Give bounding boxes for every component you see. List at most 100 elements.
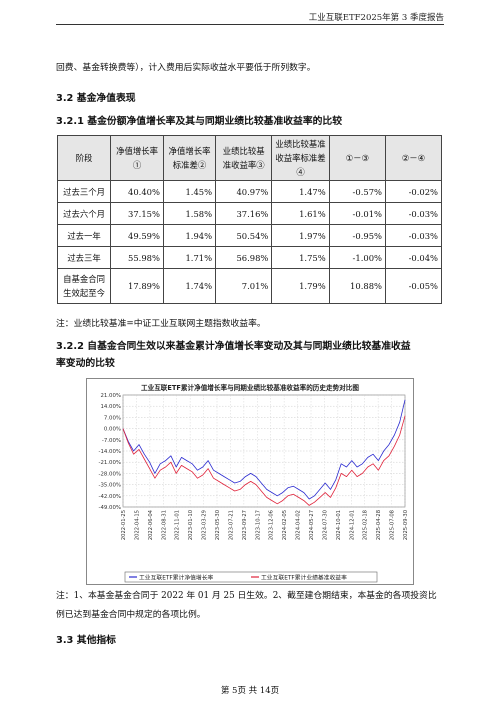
cell-value: 17.89%	[110, 268, 164, 304]
table-row: 过去六个月 37.15% 1.58% 37.16% 1.61% -0.01% -…	[56, 202, 443, 225]
y-tick-label: -7.00%	[102, 438, 121, 444]
header-nav-growth: 净值增长率①	[110, 135, 164, 181]
section-heading-3-2-1: 3.2.1 基金份额净值增长率及其与同期业绩比较基准收益率的比较	[56, 116, 343, 127]
cell-value: 56.98%	[215, 246, 273, 269]
chart-title: 工业互联ETF累计净值增长率与同期业绩比较基准收益率的历史走势对比图	[141, 383, 359, 392]
cell-value: 50.54%	[215, 224, 273, 247]
x-tick-label: 2024-10-01	[336, 510, 342, 540]
cell-value: 1.74%	[162, 268, 217, 304]
cell-value: 1.61%	[271, 202, 330, 225]
header-rule	[56, 24, 444, 25]
cell-value: -0.01%	[328, 202, 386, 225]
x-tick-label: 2023-05-30	[215, 510, 221, 540]
cell-value: 1.97%	[271, 224, 330, 247]
legend-label-benchmark: 工业互联ETF累计业绩基准收益率	[261, 574, 347, 582]
cell-value: 7.01%	[215, 268, 273, 304]
x-tick-label: 2025-09-30	[403, 510, 409, 540]
chart-legend: 工业互联ETF累计净值增长率 工业互联ETF累计业绩基准收益率	[124, 571, 378, 583]
section-heading-3-2-2-cont: 率变动的比较	[56, 358, 115, 369]
header-nav-std: 净值增长率标准差②	[162, 135, 217, 181]
cell-value: 55.98%	[110, 246, 164, 269]
x-tick-label: 2022-08-31	[161, 510, 167, 540]
header-benchmark-return: 业绩比较基准收益率③	[215, 135, 273, 181]
cell-value: -0.04%	[384, 246, 443, 269]
x-tick-label: 2024-05-27	[309, 510, 315, 540]
table-header-row: 阶段 净值增长率① 净值增长率标准差② 业绩比较基准收益率③ 业绩比较基准收益率…	[56, 135, 443, 181]
intro-text: 回费、基金转换费等），计入费用后实际收益水平要低于所列数字。	[56, 63, 316, 73]
cell-value: 1.45%	[162, 180, 217, 203]
cell-value: 1.75%	[271, 246, 330, 269]
cell-value: 10.88%	[328, 268, 386, 304]
table-note: 注：业绩比较基准=中证工业互联网主题指数收益率。	[56, 319, 266, 329]
cell-stage: 过去三年	[56, 246, 112, 269]
x-tick-label: 2022-11-01	[175, 510, 181, 540]
x-tick-label: 2023-10-17	[255, 510, 261, 540]
cell-value: -0.95%	[328, 224, 386, 247]
cell-value: 40.40%	[110, 180, 164, 203]
cell-value: -0.03%	[384, 202, 443, 225]
y-tick-label: -14.00%	[99, 449, 122, 455]
x-tick-label: 2025-04-28	[376, 510, 382, 540]
x-tick-label: 2024-04-02	[296, 510, 302, 540]
page-header-title: 工业互联ETF2025年第 3 季度报告	[308, 13, 444, 23]
cell-value: 1.58%	[162, 202, 217, 225]
cell-stage: 过去六个月	[56, 202, 112, 225]
cell-stage: 自基金合同生效起至今	[56, 268, 112, 304]
chart-grid	[122, 394, 406, 508]
x-tick-label: 2023-12-06	[269, 510, 275, 540]
x-tick-label: 2024-07-30	[322, 510, 328, 540]
cell-value: 1.47%	[271, 180, 330, 203]
section-heading-3-2: 3.2 基金净值表现	[56, 93, 136, 104]
section-heading-3-3: 3.3 其他指标	[56, 635, 116, 646]
y-tick-label: 0.00%	[104, 427, 121, 433]
x-tick-label: 2023-07-21	[228, 510, 234, 540]
y-axis-ticks: 21.00% 14.00% 7.00% 0.00% -7.00% -14.00% -21.0…	[99, 393, 122, 511]
cell-value: 49.59%	[110, 224, 164, 247]
chart-note-line2: 例已达到基金合同中规定的各项比例。	[56, 610, 206, 620]
table-row: 过去一年 49.59% 1.94% 50.54% 1.97% -0.95% -0…	[56, 224, 443, 247]
y-tick-label: -28.00%	[99, 471, 122, 477]
table-row: 自基金合同生效起至今 17.89% 1.74% 7.01% 1.79% 10.8…	[56, 268, 443, 304]
y-tick-label: 7.00%	[104, 415, 121, 421]
series-line-benchmark	[122, 415, 406, 506]
table-row: 过去三年 55.98% 1.71% 56.98% 1.75% -1.00% -0…	[56, 246, 443, 269]
chart-series	[122, 399, 406, 506]
cell-stage: 过去三个月	[56, 180, 112, 203]
header-benchmark-std: 业绩比较基准收益率标准差④	[271, 135, 330, 181]
header-stage: 阶段	[56, 135, 112, 181]
cell-value: 1.94%	[162, 224, 217, 247]
cell-value: -0.02%	[384, 180, 443, 203]
x-tick-label: 2025-07-08	[390, 510, 396, 540]
performance-table: 阶段 净值增长率① 净值增长率标准差② 业绩比较基准收益率③ 业绩比较基准收益率…	[56, 135, 443, 304]
x-tick-label: 2022-01-25	[121, 510, 127, 540]
cell-value: 1.79%	[271, 268, 330, 304]
y-tick-label: -35.00%	[99, 483, 122, 489]
header-diff-1-3: ①－③	[328, 135, 386, 181]
page-footer: 第 5页 共 14页	[220, 686, 280, 696]
x-tick-label: 2024-02-05	[282, 510, 288, 540]
y-tick-label: -42.00%	[99, 494, 122, 500]
nav-history-chart: 工业互联ETF累计净值增长率与同期业绩比较基准收益率的历史走势对比图 21.00…	[86, 378, 414, 585]
series-line-nav	[122, 399, 406, 500]
cell-value: 37.16%	[215, 202, 273, 225]
section-heading-3-2-2: 3.2.2 自基金合同生效以来基金累计净值增长率变动及其与同期业绩比较基准收益	[56, 341, 411, 352]
chart-note-line1: 注：1、本基金基金合同于 2022 年 01 月 25 日生效。2、截至建仓期结…	[56, 591, 437, 601]
x-tick-label: 2022-04-15	[134, 510, 140, 540]
chart-svg: 工业互联ETF累计净值增长率与同期业绩比较基准收益率的历史走势对比图 21.00…	[99, 383, 409, 583]
x-tick-label: 2023-03-29	[202, 510, 208, 540]
cell-value: 1.71%	[162, 246, 217, 269]
cell-value: -1.00%	[328, 246, 386, 269]
x-axis-ticks: 2022-01-25 2022-04-15 2022-06-04 2022-08-31…	[121, 509, 409, 540]
y-tick-label: 21.00%	[100, 393, 121, 399]
cell-value: 40.97%	[215, 180, 273, 203]
x-tick-label: 2023-09-27	[242, 510, 248, 540]
x-tick-label: 2025-02-18	[363, 510, 369, 540]
x-tick-label: 2024-12-01	[349, 510, 355, 540]
y-tick-label: 14.00%	[100, 404, 121, 410]
x-tick-label: 2023-01-10	[188, 510, 194, 540]
cell-value: -0.03%	[384, 224, 443, 247]
table-row: 过去三个月 40.40% 1.45% 40.97% 1.47% -0.57% -…	[56, 180, 443, 203]
cell-value: -0.57%	[328, 180, 386, 203]
cell-value: -0.05%	[384, 268, 443, 304]
cell-stage: 过去一年	[56, 224, 112, 247]
